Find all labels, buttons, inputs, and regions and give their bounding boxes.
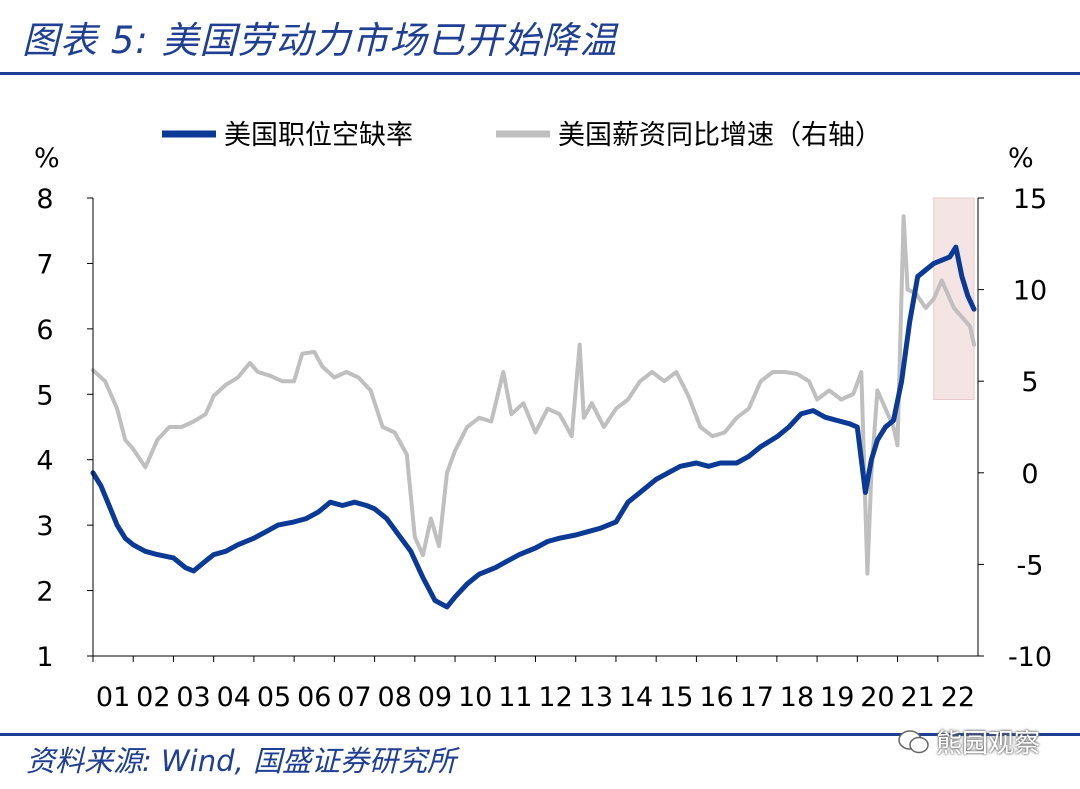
- x-tick-label: 11: [498, 682, 532, 713]
- left-tick-label: 8: [36, 184, 53, 215]
- right-axis-unit: %: [1008, 143, 1034, 174]
- left-tick-label: 4: [36, 446, 53, 477]
- right-tick-label: 15: [1013, 184, 1047, 215]
- x-tick-label: 13: [579, 682, 613, 713]
- left-tick-label: 6: [36, 315, 53, 346]
- x-tick-label: 06: [297, 682, 331, 713]
- series-line-job-vacancy-rate: [90, 244, 977, 610]
- title-divider: [0, 72, 1080, 75]
- right-tick-label: -10: [1008, 642, 1052, 673]
- x-tick-label: 21: [900, 682, 934, 713]
- wechat-icon: [898, 729, 929, 753]
- series-line-wage-growth: [91, 214, 976, 576]
- x-tick-label: 01: [96, 682, 130, 713]
- legend-label-vacancy: 美国职位空缺率: [224, 120, 413, 151]
- x-tick-label: 09: [418, 682, 452, 713]
- x-tick-label: 15: [659, 682, 693, 713]
- left-tick-label: 3: [36, 511, 53, 542]
- x-tick-label: 17: [740, 682, 774, 713]
- x-tick-label: 08: [378, 682, 412, 713]
- left-tick-label: 1: [36, 642, 53, 673]
- x-tick-label: 22: [941, 682, 975, 713]
- watermark-text: 熊园观察: [936, 729, 1041, 759]
- x-tick-label: 02: [136, 682, 170, 713]
- x-tick-label: 12: [538, 682, 572, 713]
- page-title: 图表 5: 美国劳动力市场已开始降温: [22, 19, 618, 62]
- x-tick-label: 19: [820, 682, 854, 713]
- left-axis-unit: %: [34, 143, 60, 174]
- watermark: 熊园观察: [898, 723, 1040, 760]
- x-tick-label: 04: [217, 682, 251, 713]
- legend: 美国职位空缺率 美国薪资同比增速（右轴）: [162, 120, 882, 151]
- left-tick-label: 2: [36, 577, 53, 608]
- x-tick-label: 20: [860, 682, 894, 713]
- x-tick-label: 07: [337, 682, 371, 713]
- x-tick-label: 03: [176, 682, 210, 713]
- legend-label-wage: 美国薪资同比增速（右轴）: [558, 120, 882, 151]
- x-tick-label: 18: [780, 682, 814, 713]
- left-tick-label: 5: [36, 380, 53, 411]
- x-tick-label: 05: [257, 682, 291, 713]
- x-tick-label: 10: [458, 682, 492, 713]
- x-tick-label: 14: [619, 682, 653, 713]
- line-chart: 01 02 03 04 05 06 07 08 09 10 11 12 13 14 15 16 17 18 19 20…: [34, 120, 1052, 713]
- right-tick-label: -5: [1017, 550, 1044, 581]
- left-tick-label: 7: [36, 249, 53, 280]
- x-tick-label: 16: [699, 682, 733, 713]
- right-tick-label: 0: [1021, 459, 1038, 490]
- footer-divider: [0, 733, 1080, 736]
- source-note: 资料来源: Wind, 国盛证券研究所: [26, 744, 456, 778]
- right-tick-label: 10: [1013, 276, 1047, 307]
- right-tick-label: 5: [1021, 367, 1038, 398]
